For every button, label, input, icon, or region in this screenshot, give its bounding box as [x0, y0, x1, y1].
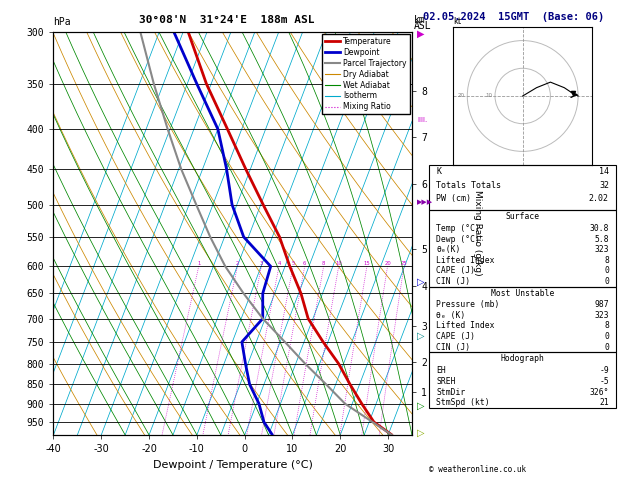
- Text: CIN (J): CIN (J): [437, 343, 470, 351]
- Text: Pressure (mb): Pressure (mb): [437, 300, 500, 309]
- Text: ▷: ▷: [417, 428, 425, 438]
- Text: 0: 0: [604, 277, 609, 286]
- Text: ▷: ▷: [417, 277, 425, 287]
- Text: 20: 20: [384, 261, 391, 266]
- Text: Lifted Index: Lifted Index: [437, 256, 495, 265]
- Text: Dewp (°C): Dewp (°C): [437, 235, 481, 243]
- Text: θₑ (K): θₑ (K): [437, 311, 465, 320]
- Text: EH: EH: [437, 366, 446, 375]
- Text: Most Unstable: Most Unstable: [491, 289, 554, 297]
- Text: CIN (J): CIN (J): [437, 277, 470, 286]
- Text: ▷: ▷: [417, 330, 425, 341]
- Text: CAPE (J): CAPE (J): [437, 332, 476, 341]
- Text: -5: -5: [599, 377, 609, 386]
- Text: 32: 32: [599, 181, 609, 190]
- Text: 15: 15: [364, 261, 370, 266]
- Text: 21: 21: [599, 399, 609, 407]
- Text: 0: 0: [604, 332, 609, 341]
- Text: 2: 2: [236, 261, 239, 266]
- Text: IIII.: IIII.: [417, 117, 427, 122]
- Text: 02.05.2024  15GMT  (Base: 06): 02.05.2024 15GMT (Base: 06): [423, 12, 604, 22]
- Text: © weatheronline.co.uk: © weatheronline.co.uk: [429, 465, 526, 474]
- Text: ASL: ASL: [414, 21, 431, 31]
- Text: CAPE (J): CAPE (J): [437, 266, 476, 276]
- Text: ▶▶▶: ▶▶▶: [417, 199, 433, 205]
- X-axis label: Dewpoint / Temperature (°C): Dewpoint / Temperature (°C): [153, 460, 313, 469]
- Text: StmDir: StmDir: [437, 388, 465, 397]
- Text: 6: 6: [303, 261, 306, 266]
- Text: 3: 3: [260, 261, 263, 266]
- Text: 14: 14: [599, 167, 609, 176]
- Legend: Temperature, Dewpoint, Parcel Trajectory, Dry Adiabat, Wet Adiabat, Isotherm, Mi: Temperature, Dewpoint, Parcel Trajectory…: [322, 34, 409, 114]
- Text: 8: 8: [604, 256, 609, 265]
- Text: 5: 5: [291, 261, 295, 266]
- Text: 8: 8: [604, 321, 609, 330]
- Text: 4: 4: [277, 261, 281, 266]
- Text: 323: 323: [594, 245, 609, 254]
- Text: Surface: Surface: [506, 212, 540, 221]
- Text: 30.8: 30.8: [589, 224, 609, 233]
- Text: K: K: [437, 167, 442, 176]
- Text: SREH: SREH: [437, 377, 456, 386]
- Text: km: km: [414, 15, 426, 25]
- Text: -9: -9: [599, 366, 609, 375]
- Text: PW (cm): PW (cm): [437, 194, 472, 203]
- Y-axis label: Mixing Ratio (g/kg): Mixing Ratio (g/kg): [474, 191, 482, 276]
- Text: hPa: hPa: [53, 17, 71, 27]
- Text: 1: 1: [197, 261, 201, 266]
- Text: 0: 0: [604, 266, 609, 276]
- Text: 5.8: 5.8: [594, 235, 609, 243]
- Text: 326°: 326°: [589, 388, 609, 397]
- Text: 25: 25: [401, 261, 408, 266]
- Text: 8: 8: [322, 261, 325, 266]
- Text: StmSpd (kt): StmSpd (kt): [437, 399, 490, 407]
- Text: ▷: ▷: [417, 401, 425, 411]
- Text: 20: 20: [457, 93, 465, 99]
- Text: Lifted Index: Lifted Index: [437, 321, 495, 330]
- Text: Temp (°C): Temp (°C): [437, 224, 481, 233]
- Text: 10: 10: [335, 261, 342, 266]
- Text: 0: 0: [604, 343, 609, 351]
- Text: kt: kt: [454, 17, 462, 26]
- Text: 30°08'N  31°24'E  188m ASL: 30°08'N 31°24'E 188m ASL: [138, 15, 314, 25]
- Text: 987: 987: [594, 300, 609, 309]
- Text: Hodograph: Hodograph: [501, 354, 545, 364]
- Text: ▶: ▶: [417, 29, 425, 39]
- Text: 2.02: 2.02: [589, 194, 609, 203]
- Text: 10: 10: [485, 93, 493, 99]
- Text: 323: 323: [594, 311, 609, 320]
- Text: θₑ(K): θₑ(K): [437, 245, 461, 254]
- Text: Totals Totals: Totals Totals: [437, 181, 501, 190]
